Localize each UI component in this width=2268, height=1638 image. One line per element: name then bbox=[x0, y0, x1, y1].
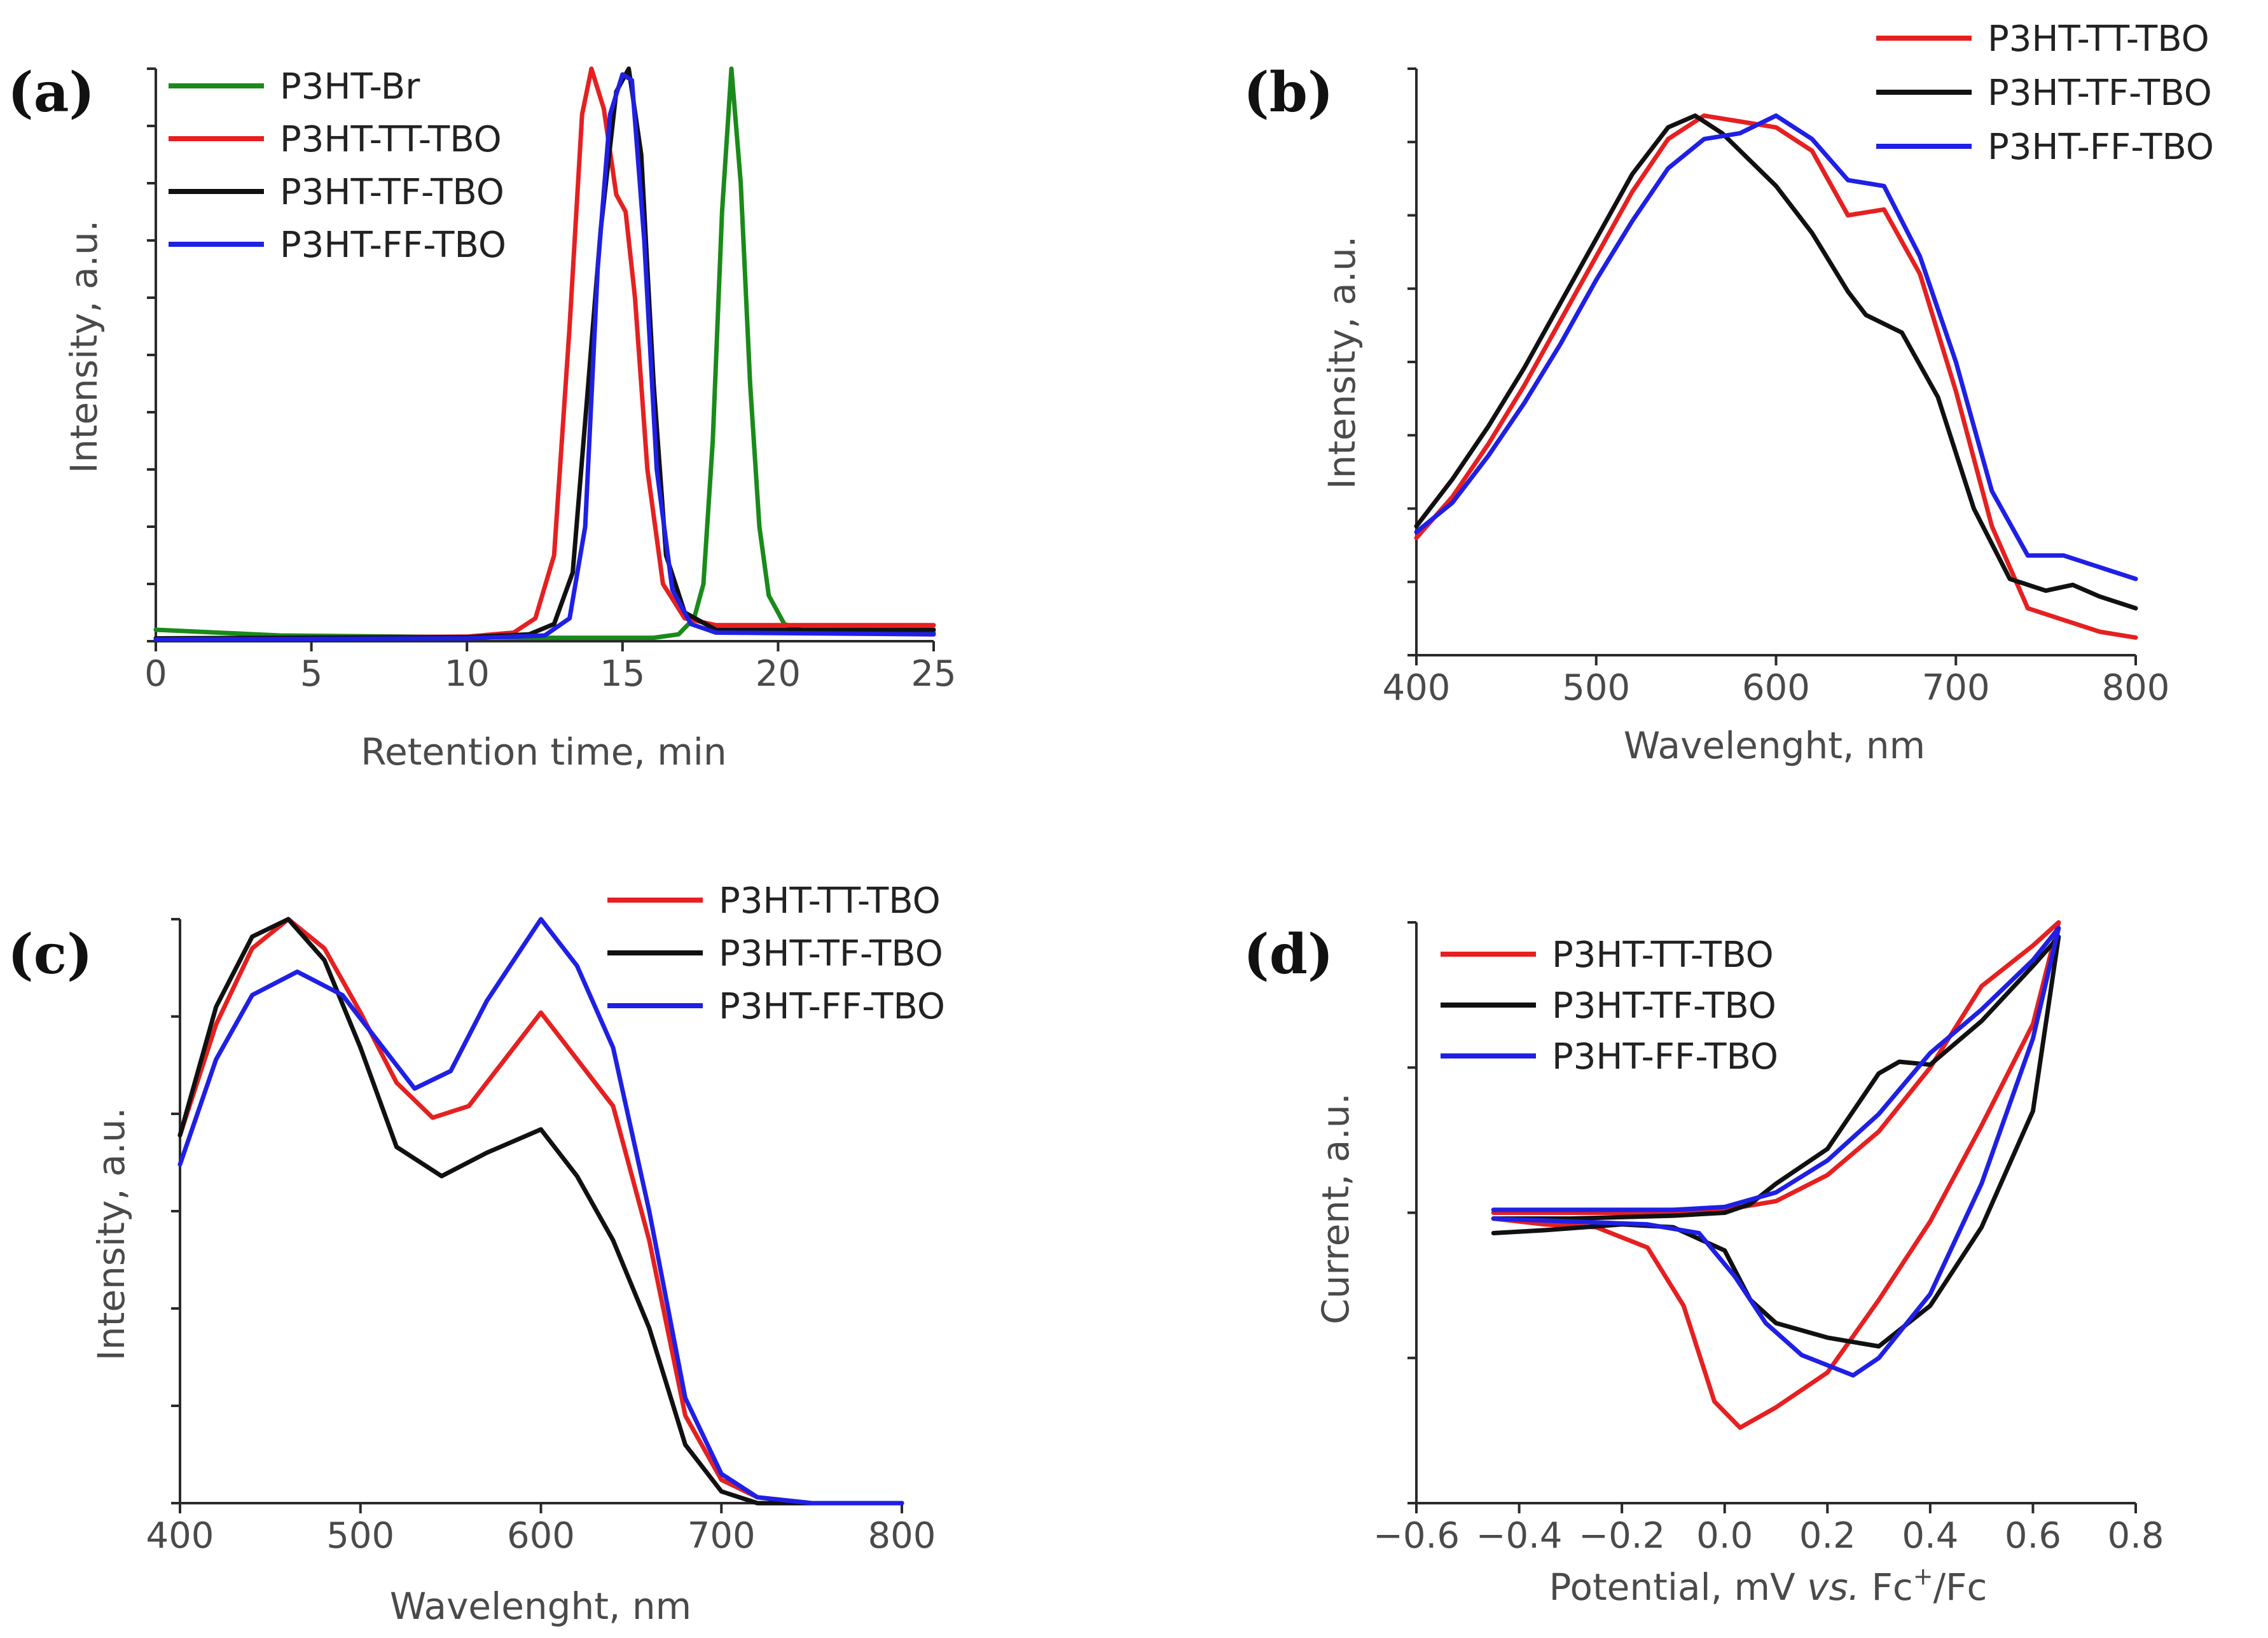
panel-a: (a) 0 5 10 15 20 25 P3HT-Br P3HT-TT-TBO P3HT-TF-… bbox=[8, 60, 957, 774]
legend-label-b: P3HT-TF-TBO bbox=[1988, 73, 2212, 114]
x-tick-label-b: 800 bbox=[2102, 667, 2170, 709]
legend-label-c: P3HT-FF-TBO bbox=[719, 986, 945, 1027]
legend-label-d: P3HT-TF-TBO bbox=[1552, 985, 1776, 1027]
x-tick-label-c: 600 bbox=[507, 1515, 575, 1557]
legend-label-a: P3HT-FF-TBO bbox=[280, 225, 506, 266]
x-tick-label-d: −0.2 bbox=[1579, 1515, 1665, 1557]
legend-label-a: P3HT-TF-TBO bbox=[280, 172, 504, 213]
x-axis-title-b: Wavelenght, nm bbox=[1624, 724, 1925, 767]
x-tick-label-a: 20 bbox=[756, 653, 801, 695]
series-line-b-p3ht-tf-tbo bbox=[1414, 113, 2138, 611]
x-tick-label-d: 0.4 bbox=[1902, 1515, 1958, 1557]
series-line-a-p3ht-ff-tbo bbox=[153, 72, 936, 642]
x-tick-label-d: 0.0 bbox=[1696, 1515, 1753, 1557]
x-tick-label-b: 600 bbox=[1742, 667, 1810, 709]
y-axis-title-c: Intensity, a.u. bbox=[90, 1107, 133, 1361]
plot-area-a: 0 5 10 15 20 25 P3HT-Br P3HT-TT-TBO P3HT-TF-TBO P… bbox=[144, 66, 956, 695]
x-tick-label-b: 700 bbox=[1922, 667, 1990, 709]
legend-label-a: P3HT-TT-TBO bbox=[280, 119, 502, 160]
series-line-c-p3ht-tf-tbo bbox=[177, 917, 904, 1506]
x-tick-label-c: 500 bbox=[326, 1515, 394, 1557]
legend-label-b: P3HT-TT-TBO bbox=[1988, 18, 2209, 60]
x-tick-label-d: 0.8 bbox=[2107, 1515, 2164, 1557]
x-tick-label-d: 0.2 bbox=[1799, 1515, 1856, 1557]
y-axis-title-b: Intensity, a.u. bbox=[1320, 236, 1364, 490]
x-axis-title-a: Retention time, min bbox=[361, 730, 726, 774]
panel-b: (b) 400 500 600 700 800 P3HT-TT-TBO P3HT-TF-TB… bbox=[1243, 18, 2214, 767]
legend-label-b: P3HT-FF-TBO bbox=[1988, 127, 2214, 168]
x-tick-label-a: 5 bbox=[300, 653, 323, 695]
y-axis-title-d: Current, a.u. bbox=[1314, 1093, 1357, 1324]
panel-label-c: (c) bbox=[8, 922, 93, 987]
legend-label-c: P3HT-TF-TBO bbox=[719, 933, 943, 975]
x-tick-label-c: 800 bbox=[868, 1515, 936, 1557]
x-tick-label-a: 10 bbox=[445, 653, 490, 695]
plot-area-b: 400 500 600 700 800 P3HT-TT-TBO P3HT-TF-TBO P3H… bbox=[1383, 18, 2214, 709]
x-axis-title-c: Wavelenght, nm bbox=[390, 1585, 691, 1628]
series-line-c-p3ht-ff-tbo bbox=[177, 917, 904, 1506]
x-tick-label-a: 25 bbox=[911, 653, 956, 695]
x-tick-label-a: 15 bbox=[600, 653, 645, 695]
x-axis-title-d: Potential, mV vs. Fc+/Fc bbox=[1549, 1562, 1988, 1609]
series-line-d-p3ht-tt-tbo bbox=[1491, 920, 2061, 1430]
x-tick-label-b: 400 bbox=[1383, 667, 1451, 709]
series-line-b-p3ht-ff-tbo bbox=[1414, 113, 2138, 581]
x-tick-label-b: 500 bbox=[1562, 667, 1630, 709]
legend-label-d: P3HT-FF-TBO bbox=[1552, 1036, 1778, 1078]
panel-d: (d) −0.6 −0.4 −0.2 0.0 0.2 0.4 0.6 0.8 P3HT-TT-T… bbox=[1243, 920, 2164, 1609]
x-tick-label-a: 0 bbox=[144, 653, 167, 695]
x-tick-label-d: 0.6 bbox=[2005, 1515, 2061, 1557]
series-line-d-p3ht-ff-tbo bbox=[1491, 926, 2061, 1378]
panel-label-a: (a) bbox=[8, 60, 95, 125]
legend-label-d: P3HT-TT-TBO bbox=[1552, 934, 1774, 976]
x-tick-label-c: 400 bbox=[146, 1515, 214, 1557]
panel-c: (c) 400 500 600 700 800 P3HT-TT-TBO P3HT-TF-TB… bbox=[8, 880, 945, 1628]
x-tick-label-c: 700 bbox=[688, 1515, 756, 1557]
panel-label-b: (b) bbox=[1243, 60, 1334, 125]
plot-area-d: −0.6 −0.4 −0.2 0.0 0.2 0.4 0.6 0.8 P3HT-TT-TBO P3… bbox=[1373, 920, 2164, 1557]
y-axis-title-a: Intensity, a.u. bbox=[62, 220, 106, 474]
legend-label-a: P3HT-Br bbox=[280, 66, 420, 108]
legend-label-c: P3HT-TT-TBO bbox=[719, 880, 941, 922]
x-tick-label-d: −0.4 bbox=[1476, 1515, 1563, 1557]
x-tick-label-d: −0.6 bbox=[1373, 1515, 1460, 1557]
plot-area-c: 400 500 600 700 800 P3HT-TT-TBO P3HT-TF-TBO P3H… bbox=[146, 880, 945, 1557]
panel-label-d: (d) bbox=[1243, 922, 1334, 987]
series-line-a-p3ht-tt-tbo bbox=[153, 66, 936, 641]
